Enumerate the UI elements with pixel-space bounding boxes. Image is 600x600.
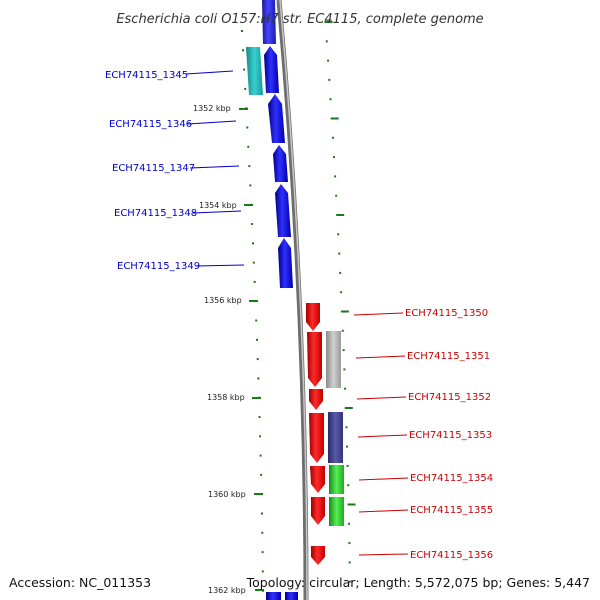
gene-ech74115-1354[interactable] bbox=[310, 466, 325, 493]
scale-label-1362: 1362 kbp bbox=[208, 586, 246, 595]
gene-ech74115-1346[interactable] bbox=[268, 94, 285, 143]
leader-line bbox=[358, 553, 409, 556]
gene-label-1350[interactable]: ECH74115_1350 bbox=[405, 308, 488, 319]
scale-label-1360: 1360 kbp bbox=[208, 490, 246, 499]
gene-ech74115-1351[interactable] bbox=[307, 332, 322, 387]
gene-label-1353[interactable]: ECH74115_1353 bbox=[409, 430, 492, 441]
partial-gene-bottom-2 bbox=[285, 592, 298, 600]
gene-label-1356[interactable]: ECH74115_1356 bbox=[410, 550, 493, 561]
forward-cds-track bbox=[306, 303, 325, 565]
gene-ech74115-1352[interactable] bbox=[309, 389, 323, 410]
leader-line bbox=[187, 120, 237, 125]
gene-label-1354[interactable]: ECH74115_1354 bbox=[410, 473, 493, 484]
map-title: Escherichia coli O157:H7 str. EC4115, co… bbox=[116, 12, 483, 27]
gene-label-1347[interactable]: ECH74115_1347 bbox=[112, 163, 195, 174]
gene-ech74115-1350[interactable] bbox=[306, 303, 320, 331]
gene-label-1349[interactable]: ECH74115_1349 bbox=[117, 261, 200, 272]
gene-label-1351[interactable]: ECH74115_1351 bbox=[407, 351, 490, 362]
gene-ech74115-1356[interactable] bbox=[311, 546, 325, 565]
reverse-gene-labels: ECH74115_1345 ECH74115_1346 ECH74115_134… bbox=[105, 70, 200, 272]
gene-label-1355[interactable]: ECH74115_1355 bbox=[410, 505, 493, 516]
misc-feature-gray[interactable] bbox=[326, 331, 341, 388]
leader-line bbox=[357, 434, 408, 438]
gene-label-1352[interactable]: ECH74115_1352 bbox=[408, 392, 491, 403]
leader-line bbox=[355, 355, 406, 359]
gene-label-1348[interactable]: ECH74115_1348 bbox=[114, 208, 197, 219]
misc-feature-green-1[interactable] bbox=[329, 465, 344, 494]
accession-text: Accession: NC_011353 bbox=[9, 575, 151, 590]
scale-label-1354: 1354 kbp bbox=[199, 201, 237, 210]
gene-ech74115-1348[interactable] bbox=[275, 184, 291, 237]
leader-line bbox=[185, 70, 234, 75]
backbone-arc bbox=[276, 0, 309, 600]
misc-feature-green-2[interactable] bbox=[329, 497, 344, 526]
leader-line bbox=[358, 509, 409, 513]
scale-label-1356: 1356 kbp bbox=[204, 296, 242, 305]
scale-labels: 1352 kbp 1354 kbp 1356 kbp 1358 kbp 1360… bbox=[193, 104, 264, 595]
gene-ech74115-1349[interactable] bbox=[278, 238, 293, 288]
label-leaders bbox=[185, 70, 409, 556]
leader-line bbox=[358, 477, 409, 481]
reverse-cds-track bbox=[264, 46, 293, 288]
gene-ech74115-1353[interactable] bbox=[309, 413, 324, 463]
tick-ring-outer bbox=[324, 21, 356, 583]
gene-label-1346[interactable]: ECH74115_1346 bbox=[109, 119, 192, 130]
leader-line bbox=[356, 396, 407, 400]
misc-feature-purple[interactable] bbox=[328, 412, 343, 463]
leader-line bbox=[192, 210, 242, 214]
misc-feature-teal[interactable] bbox=[246, 47, 263, 95]
backbone-arc-highlight bbox=[279, 0, 308, 600]
topology-text: Topology: circular; Length: 5,572,075 bp… bbox=[246, 575, 590, 590]
leader-line bbox=[195, 264, 245, 267]
gene-label-1345[interactable]: ECH74115_1345 bbox=[105, 70, 188, 81]
gene-ech74115-1345[interactable] bbox=[264, 46, 279, 93]
forward-gene-labels: ECH74115_1350 ECH74115_1351 ECH74115_135… bbox=[405, 308, 493, 561]
partial-gene-top bbox=[262, 0, 276, 44]
gene-ech74115-1347[interactable] bbox=[273, 145, 288, 182]
partial-gene-bottom bbox=[266, 592, 281, 600]
leader-line bbox=[189, 165, 240, 169]
gene-ech74115-1355[interactable] bbox=[311, 497, 325, 525]
scale-label-1358: 1358 kbp bbox=[207, 393, 245, 402]
scale-label-1352: 1352 kbp bbox=[193, 104, 231, 113]
leader-line bbox=[353, 312, 404, 316]
tick-ring-inner bbox=[240, 30, 264, 592]
